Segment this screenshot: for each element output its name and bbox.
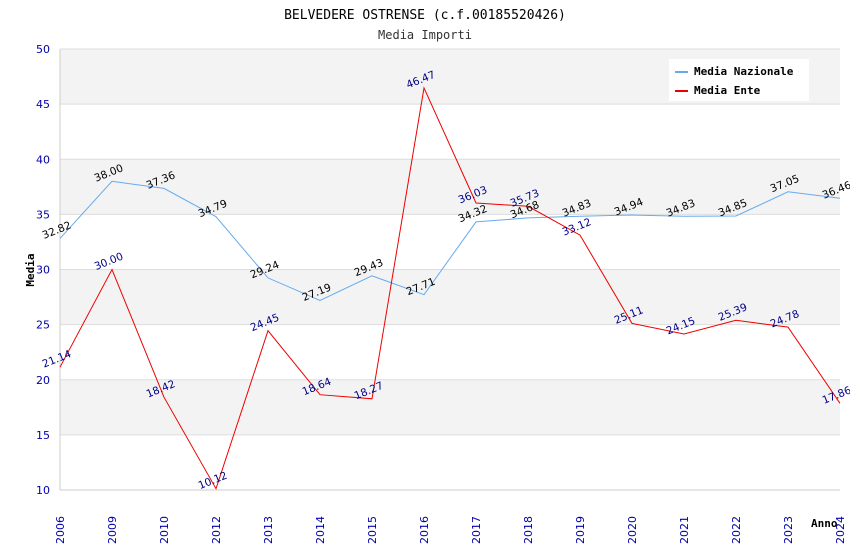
x-tick-label: 2022	[730, 516, 743, 544]
y-tick-label: 50	[36, 43, 50, 56]
chart-subtitle: Media Importi	[378, 28, 472, 42]
x-tick-label: 2019	[574, 516, 587, 544]
x-axis-label: Anno	[811, 517, 838, 530]
x-tick-label: 2014	[314, 516, 327, 544]
y-axis-ticks: 10 15 20 25 30 35 40 45 50	[36, 43, 50, 497]
grid-band	[60, 269, 840, 325]
x-tick-label: 2015	[366, 516, 379, 544]
legend: Media Nazionale Media Ente	[669, 59, 809, 101]
y-tick-label: 45	[36, 98, 50, 111]
x-tick-label: 2020	[626, 516, 639, 544]
y-tick-label: 30	[36, 264, 50, 277]
x-tick-label: 2013	[262, 516, 275, 544]
chart-title: BELVEDERE OSTRENSE (c.f.00185520426)	[284, 8, 566, 23]
y-tick-label: 10	[36, 484, 50, 497]
x-tick-label: 2021	[678, 516, 691, 544]
y-tick-label: 25	[36, 319, 50, 332]
x-tick-label: 2012	[210, 516, 223, 544]
grid-band	[60, 159, 840, 215]
x-tick-label: 2016	[418, 516, 431, 544]
x-tick-label: 2023	[782, 516, 795, 544]
grid-band	[60, 379, 840, 435]
x-axis-ticks: 2006 2009 2010 2012 2013 2014 2015 2016 2017 2018…	[54, 516, 847, 544]
y-tick-label: 15	[36, 429, 50, 442]
legend-label-media-ente: Media Ente	[694, 84, 761, 97]
x-tick-label: 2018	[522, 516, 535, 544]
legend-label-media-nazionale: Media Nazionale	[694, 65, 794, 78]
x-tick-label: 2010	[158, 516, 171, 544]
grid-band	[60, 104, 840, 160]
y-axis-label: Media	[24, 253, 37, 286]
series-line-media-ente	[59, 86, 841, 490]
y-tick-label: 40	[36, 153, 50, 166]
x-tick-label: 2017	[470, 516, 483, 544]
grid-band	[60, 324, 840, 380]
series-lines	[59, 86, 841, 490]
x-tick-label: 2024	[834, 516, 847, 544]
grid-lines	[59, 48, 840, 491]
grid-bands	[60, 49, 840, 490]
x-tick-label: 2006	[54, 516, 67, 544]
y-tick-label: 20	[36, 374, 50, 387]
series-line-media-nazionale	[59, 180, 841, 302]
x-tick-label: 2009	[106, 516, 119, 544]
legend-box	[669, 59, 809, 101]
grid-band	[60, 434, 840, 490]
grid-band	[60, 214, 840, 270]
y-tick-label: 35	[36, 208, 50, 221]
